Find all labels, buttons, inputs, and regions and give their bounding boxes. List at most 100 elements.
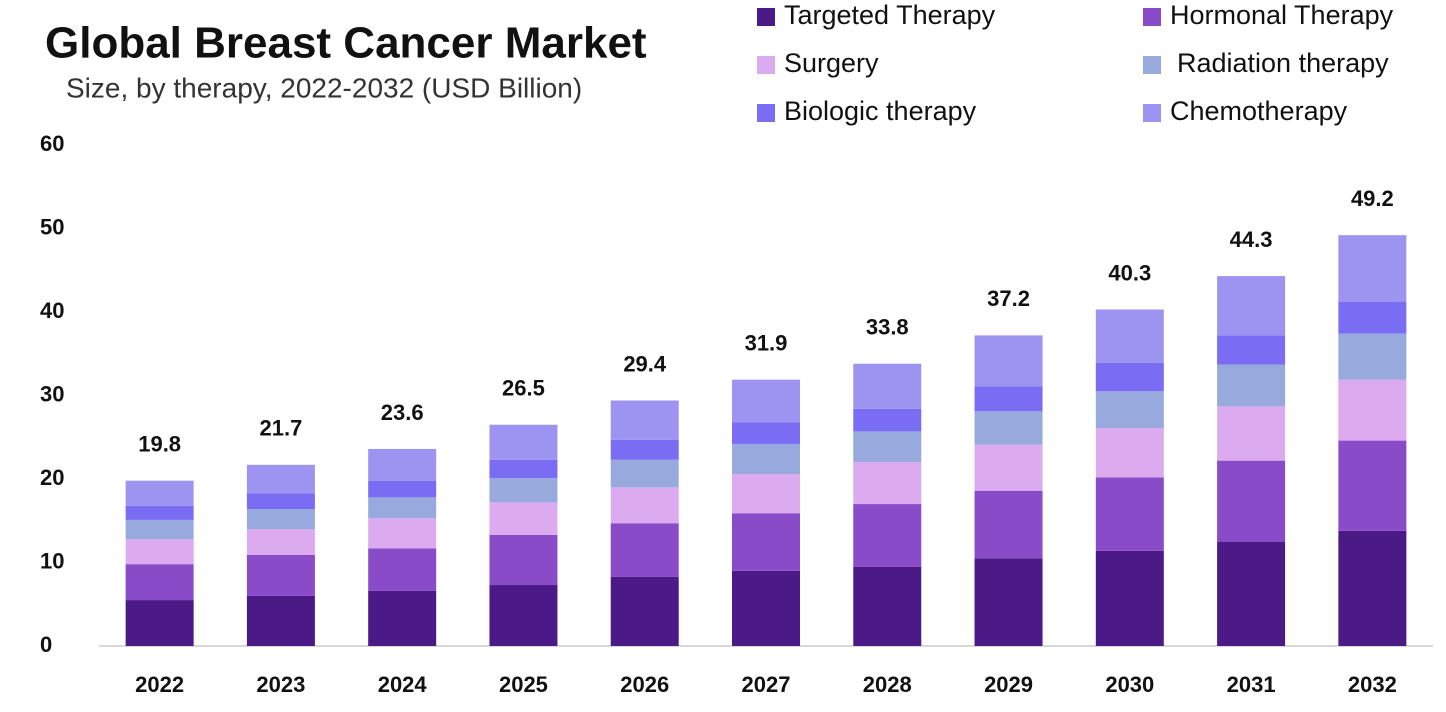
bar-segment <box>125 505 194 520</box>
bar-segment <box>125 519 194 540</box>
bar-segment <box>368 497 437 519</box>
bar-segment <box>974 444 1043 491</box>
bar-segment <box>1095 550 1164 646</box>
x-tick-label: 2030 <box>1105 672 1154 697</box>
bar-segment <box>489 534 558 586</box>
bar-segment <box>732 379 800 423</box>
bar-segment <box>853 504 922 567</box>
bar-segment <box>246 464 315 494</box>
bar-segment <box>1338 301 1407 334</box>
bar-segment <box>853 462 922 505</box>
bar-segment <box>246 493 315 510</box>
bar-segment <box>974 558 1043 646</box>
legend-label: Biologic therapy <box>784 96 977 126</box>
bar-segment <box>610 400 679 440</box>
chart-subtitle: Size, by therapy, 2022-2032 (USD Billion… <box>66 72 582 103</box>
bar-segment <box>368 548 437 591</box>
bar-segment <box>1338 235 1407 302</box>
total-label: 37.2 <box>987 286 1030 311</box>
bar-segment <box>246 554 315 596</box>
bar-segment <box>1217 460 1286 542</box>
legend-label: Radiation therapy <box>1177 48 1389 78</box>
bar-segment <box>246 595 315 646</box>
bar-segment <box>489 424 558 460</box>
y-tick-label: 50 <box>40 214 64 239</box>
y-tick-label: 20 <box>40 465 64 490</box>
total-label: 21.7 <box>259 416 302 441</box>
x-tick-label: 2031 <box>1227 672 1276 697</box>
total-label: 19.8 <box>138 431 181 456</box>
x-tick-label: 2026 <box>620 672 669 697</box>
bar-segment <box>853 363 922 409</box>
bar-segment <box>1095 428 1164 478</box>
total-label: 33.8 <box>866 315 909 340</box>
bar-segment <box>1338 440 1407 531</box>
bar-segment <box>125 539 194 565</box>
bar-segment <box>1095 477 1164 551</box>
bar-segment <box>732 422 800 444</box>
legend-label: Chemotherapy <box>1170 96 1348 126</box>
bar-segment <box>125 480 194 506</box>
bar-segment <box>489 585 558 646</box>
bar-segment <box>610 439 679 460</box>
bar-segment <box>1217 364 1286 407</box>
x-tick-label: 2023 <box>256 672 305 697</box>
bar-segment <box>732 570 800 646</box>
bar-segment <box>974 335 1043 387</box>
bar-segment <box>368 518 437 549</box>
bar-segment <box>974 490 1043 559</box>
bar-segment <box>1217 406 1286 461</box>
total-label: 44.3 <box>1230 227 1273 252</box>
x-tick-label: 2024 <box>378 672 428 697</box>
bar-segment <box>974 411 1043 445</box>
x-tick-label: 2025 <box>499 672 548 697</box>
bar-segment <box>853 408 922 432</box>
bar-segment <box>125 564 194 601</box>
bar-segment <box>246 529 315 555</box>
bar-segment <box>610 459 679 488</box>
total-label: 40.3 <box>1108 260 1151 285</box>
legend-label: Surgery <box>784 48 879 78</box>
bar-segment <box>1095 391 1164 429</box>
legend-label: Hormonal Therapy <box>1170 0 1394 30</box>
y-tick-label: 60 <box>40 131 64 156</box>
bar-segment <box>1338 379 1407 441</box>
bar-segment <box>489 478 558 503</box>
legend-swatch <box>757 8 775 26</box>
bar-segment <box>974 386 1043 412</box>
y-tick-label: 10 <box>40 548 64 573</box>
x-tick-label: 2029 <box>984 672 1033 697</box>
bar-segment <box>853 566 922 646</box>
bar-segment <box>1217 276 1286 336</box>
bar-segment <box>1338 333 1407 380</box>
bar-segment <box>1095 309 1164 363</box>
y-tick-label: 0 <box>40 632 52 657</box>
bar-segment <box>610 487 679 524</box>
bar-segment <box>489 459 558 479</box>
total-label: 31.9 <box>745 330 788 355</box>
bar-segment <box>1217 541 1286 646</box>
bar-segment <box>125 600 194 646</box>
bar-segment <box>1217 335 1286 365</box>
total-label: 29.4 <box>623 351 667 376</box>
legend-swatch <box>1143 104 1161 122</box>
bar-segment <box>732 513 800 571</box>
legend-swatch <box>1143 8 1161 26</box>
total-label: 23.6 <box>381 400 424 425</box>
bar-segment <box>368 448 437 481</box>
bar-segment <box>1338 530 1407 646</box>
x-tick-label: 2022 <box>135 672 184 697</box>
bar-segment <box>1095 362 1164 392</box>
legend-swatch <box>757 56 775 74</box>
chart-title: Global Breast Cancer Market <box>45 19 647 68</box>
y-tick-label: 40 <box>40 298 64 323</box>
bar-segment <box>610 523 679 577</box>
bar-segment <box>853 431 922 463</box>
total-label: 49.2 <box>1351 186 1394 211</box>
x-tick-label: 2027 <box>742 672 791 697</box>
x-tick-label: 2032 <box>1348 672 1397 697</box>
legend-label: Targeted Therapy <box>784 0 996 30</box>
total-label: 26.5 <box>502 376 545 401</box>
bar-segment <box>732 473 800 514</box>
